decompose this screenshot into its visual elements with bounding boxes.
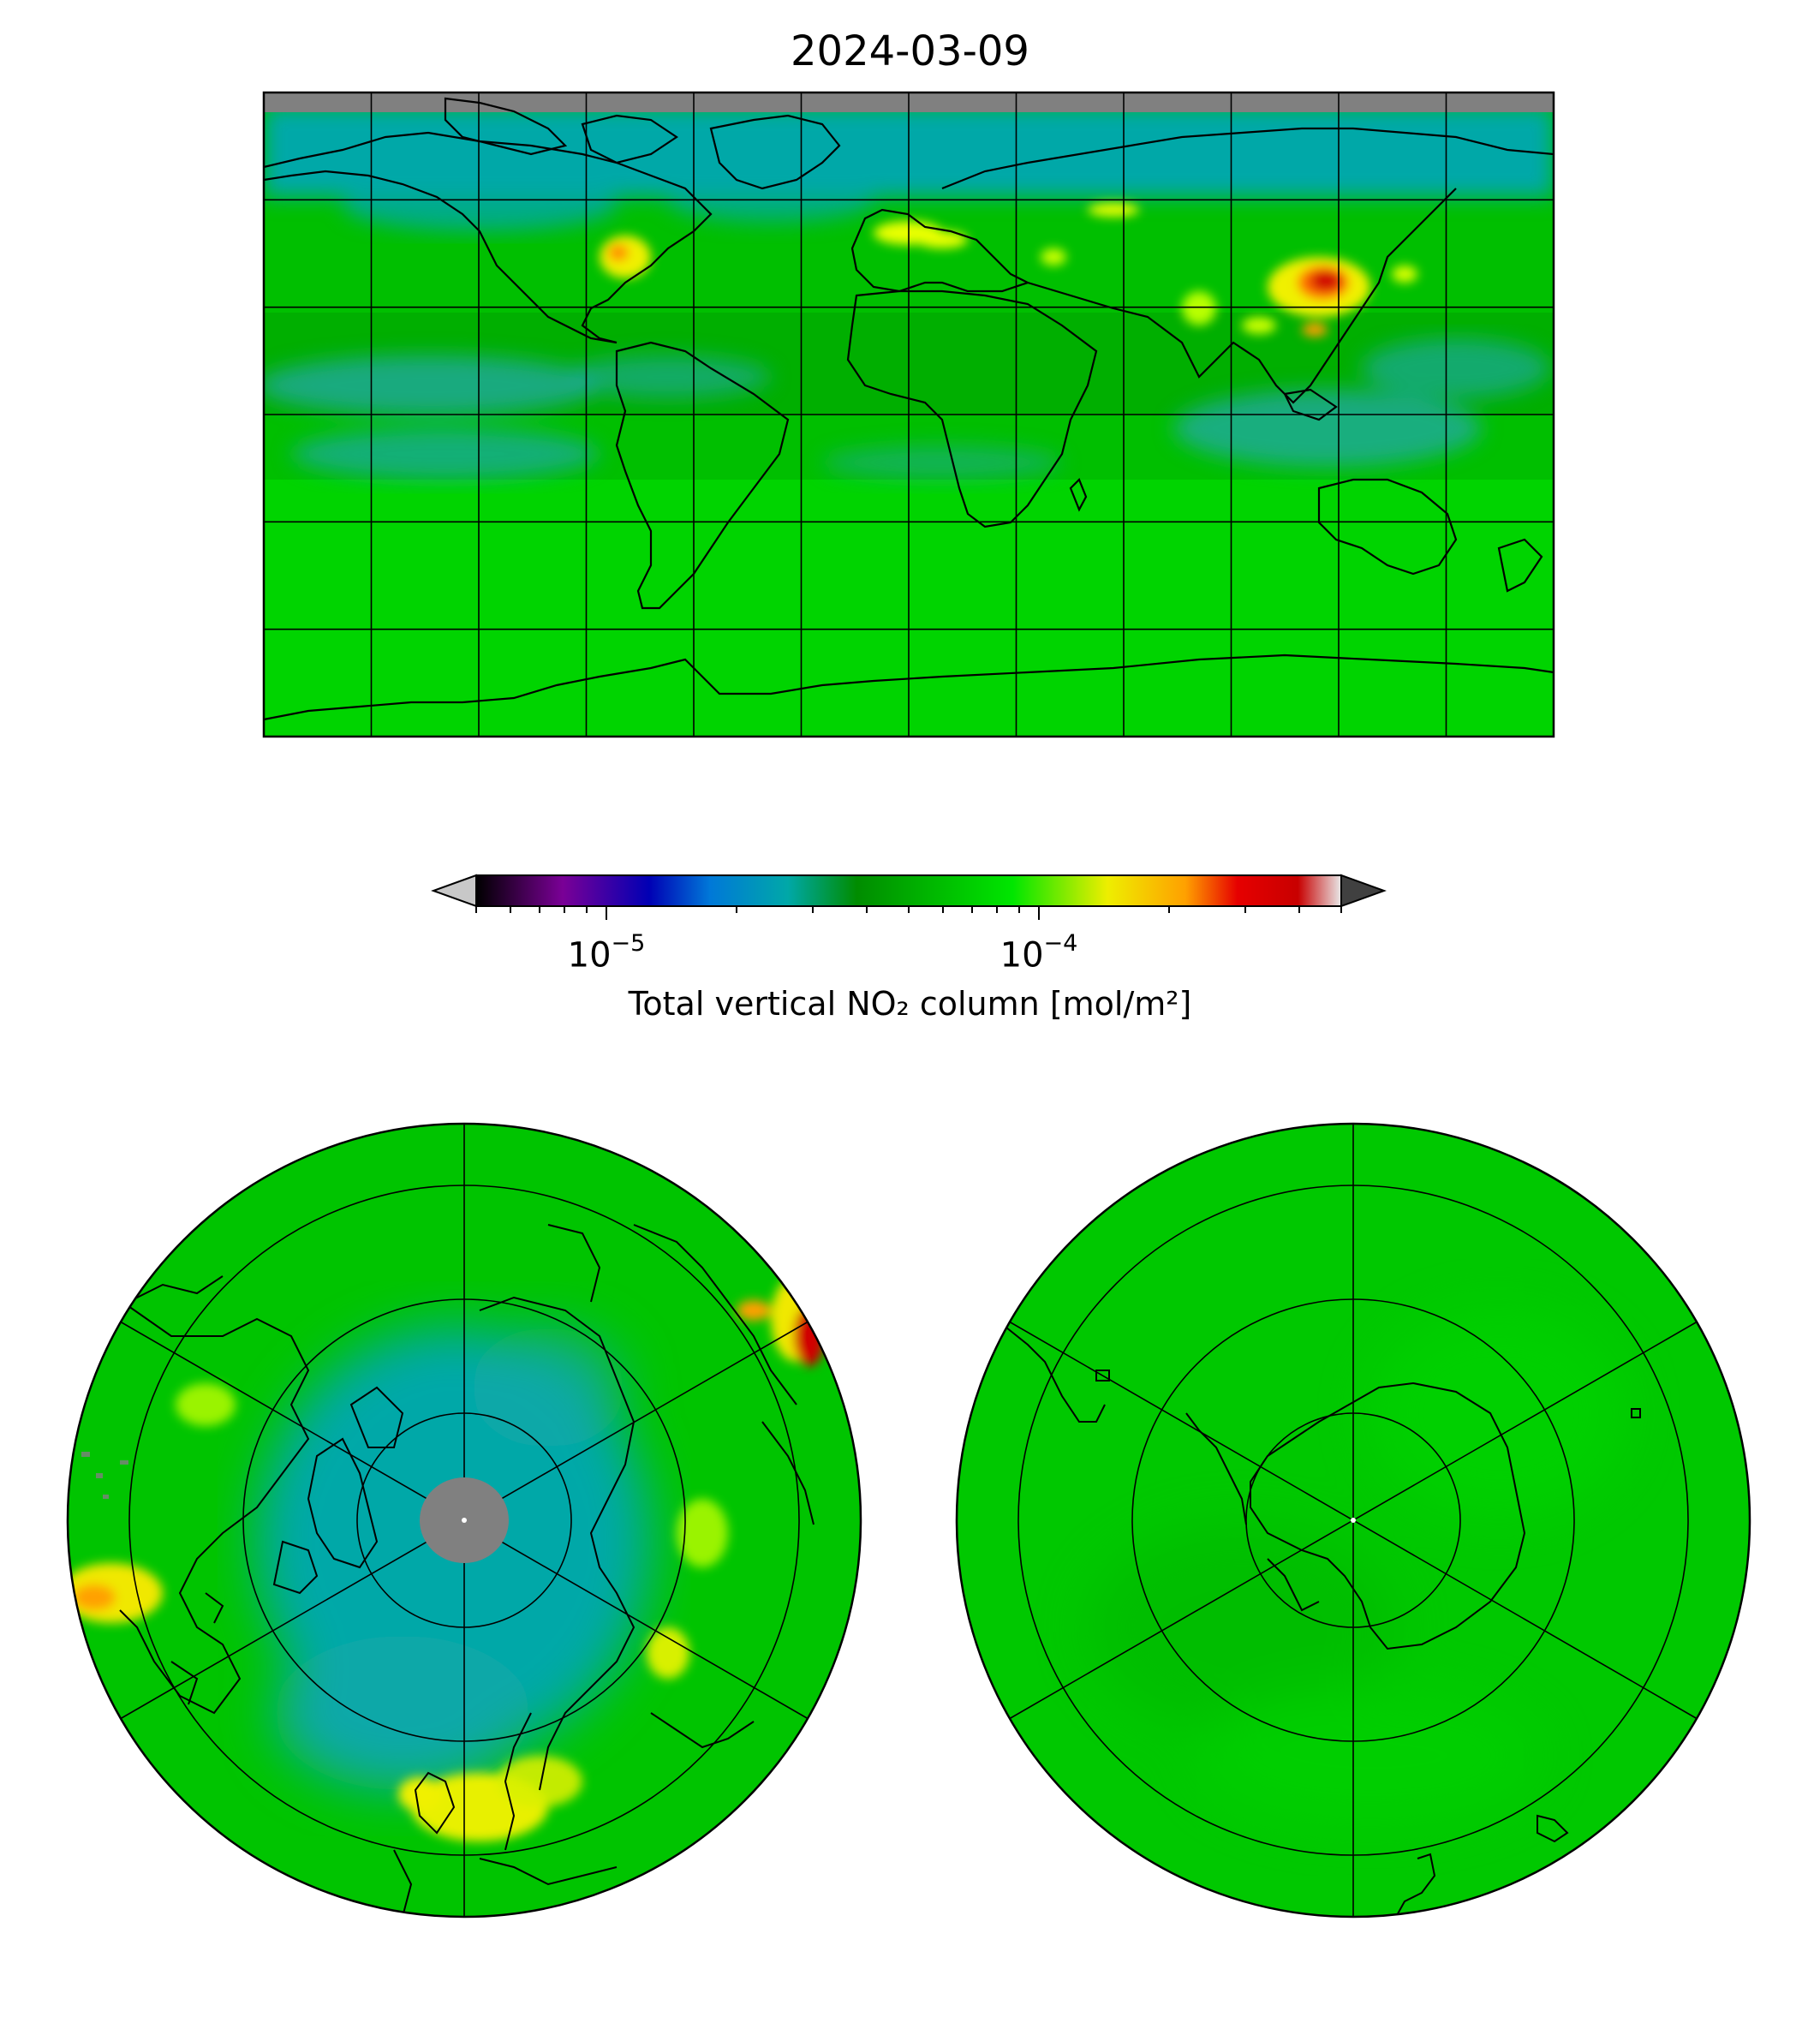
south-polar-map [955, 1122, 1751, 1919]
colorbar-over-extend [1340, 874, 1387, 908]
colorbar-gradient [476, 875, 1341, 906]
colorbar-tick-label: 10−5 [567, 930, 646, 976]
tropical-low-band [264, 338, 1550, 480]
np-coastlines [119, 1224, 815, 1917]
sp-pole-marker [1351, 1518, 1356, 1523]
colorbar-ticks [475, 906, 1342, 920]
sp-map-frame [955, 1122, 1751, 1919]
map-title: 2024-03-09 [791, 27, 1029, 75]
global-map-frame [262, 91, 1555, 738]
north-polar-map [66, 1122, 862, 1919]
global-hotspots [600, 203, 1417, 337]
np-map-frame [66, 1122, 862, 1919]
np-no-data-specks [81, 1452, 128, 1499]
sp-coastlines [1005, 1327, 1641, 1917]
np-pole-marker [462, 1518, 467, 1523]
colorbar-under-extend [431, 874, 477, 908]
colorbar-tick-label: 10−4 [1000, 930, 1078, 976]
global-map [262, 91, 1555, 738]
sp-field-variation [1088, 1310, 1627, 1824]
colorbar-label: Total vertical NO₂ column [mol/m²] [628, 985, 1192, 1023]
global-gridlines [264, 92, 1554, 737]
colorbar [431, 874, 1387, 920]
